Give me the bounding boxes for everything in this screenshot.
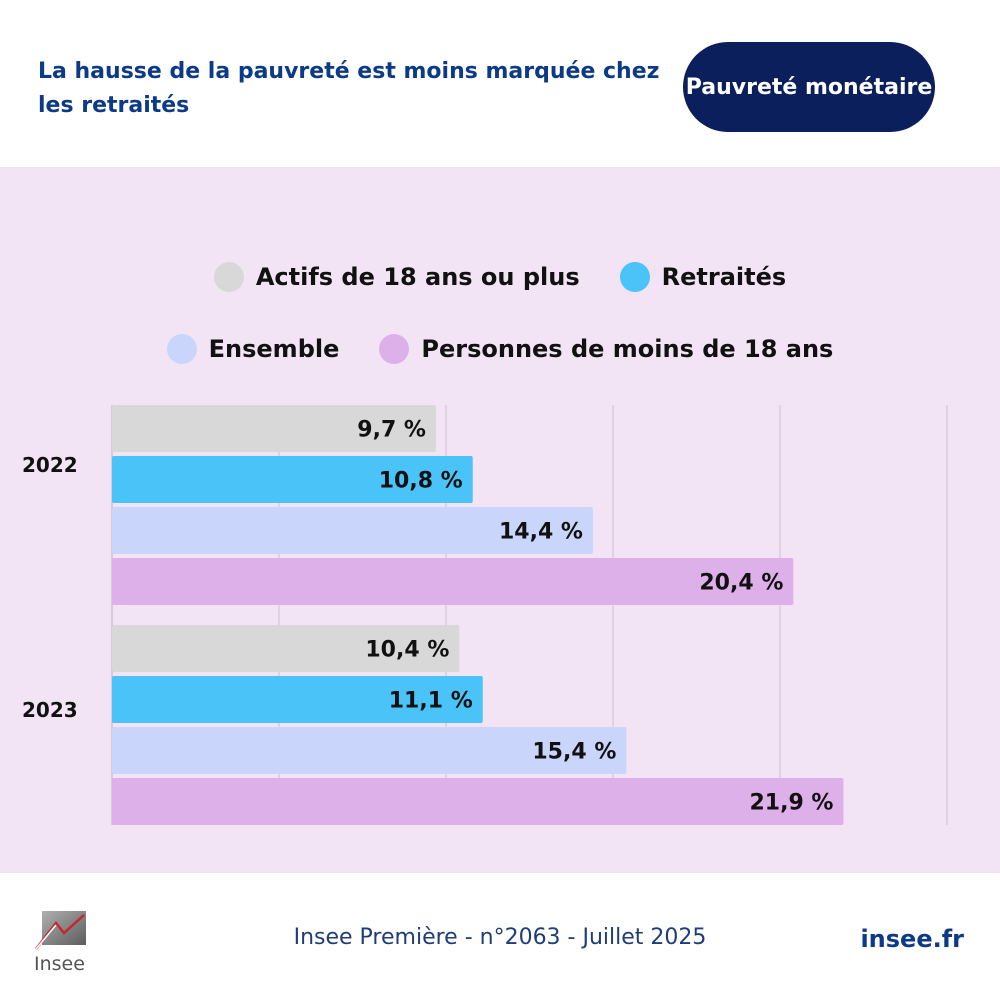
legend-item-moins-18: Personnes de moins de 18 ans [379, 334, 833, 364]
bar-2022-series-1 [112, 456, 473, 503]
category-label-2022: 2022 [22, 453, 78, 477]
data-label-2022-series-1: 10,8 % [379, 469, 463, 494]
legend-row-2: Ensemble Personnes de moins de 18 ans [0, 334, 1000, 364]
legend-swatch-moins-18 [379, 334, 410, 364]
legend-item-ensemble: Ensemble [166, 334, 340, 364]
legend-label-ensemble: Ensemble [208, 335, 340, 363]
legend-item-actifs: Actifs de 18 ans ou plus [213, 262, 580, 292]
data-label-2023-series-1: 11,1 % [389, 689, 473, 714]
legend-swatch-ensemble [166, 334, 197, 364]
category-label-2023: 2023 [22, 698, 78, 722]
website-link[interactable]: insee.fr [860, 925, 964, 953]
legend-label-actifs: Actifs de 18 ans ou plus [255, 263, 580, 291]
bar-2023-series-0 [112, 625, 460, 672]
legend-swatch-retraites [619, 262, 650, 292]
publication-source: Insee Première - n°2063 - Juillet 2025 [293, 925, 707, 950]
legend-item-retraites: Retraités [619, 262, 787, 292]
footer: Insee Insee Première - n°2063 - Juillet … [0, 873, 1000, 1000]
data-label-2023-series-0: 10,4 % [365, 638, 449, 663]
logo-wordmark: Insee [34, 953, 85, 975]
bar-2022-series-3 [112, 558, 794, 605]
insee-logo-icon [35, 911, 86, 950]
topic-badge: Pauvreté monétaire [683, 42, 935, 132]
data-label-2023-series-2: 15,4 % [532, 740, 616, 765]
data-label-2023-series-3: 21,9 % [749, 791, 833, 816]
chart-title: La hausse de la pauvreté est moins marqu… [38, 59, 660, 118]
data-label-2022-series-2: 14,4 % [499, 520, 583, 545]
legend-label-moins-18: Personnes de moins de 18 ans [421, 335, 834, 363]
chart-panel: Actifs de 18 ans ou plus Retraités Ensem… [0, 167, 1000, 873]
bar-2022-series-0 [112, 405, 436, 452]
legend-label-retraites: Retraités [661, 263, 787, 291]
bar-2022-series-2 [112, 507, 593, 554]
bar-2023-series-2 [112, 727, 627, 774]
data-label-2022-series-3: 20,4 % [699, 571, 783, 596]
bar-plot: 9,7 % 10,8 % 14,4 % 20,4 % 10,4 % 11,1 % 15,4 … [111, 405, 948, 825]
insee-logo: Insee [34, 911, 94, 975]
bar-2023-series-1 [112, 676, 483, 723]
bar-2023-series-3 [112, 778, 844, 825]
legend-swatch-actifs [213, 262, 244, 292]
data-label-2022-series-0: 9,7 % [357, 418, 426, 443]
legend-row-1: Actifs de 18 ans ou plus Retraités [0, 262, 1000, 292]
header: La hausse de la pauvreté est moins marqu… [0, 0, 1000, 167]
